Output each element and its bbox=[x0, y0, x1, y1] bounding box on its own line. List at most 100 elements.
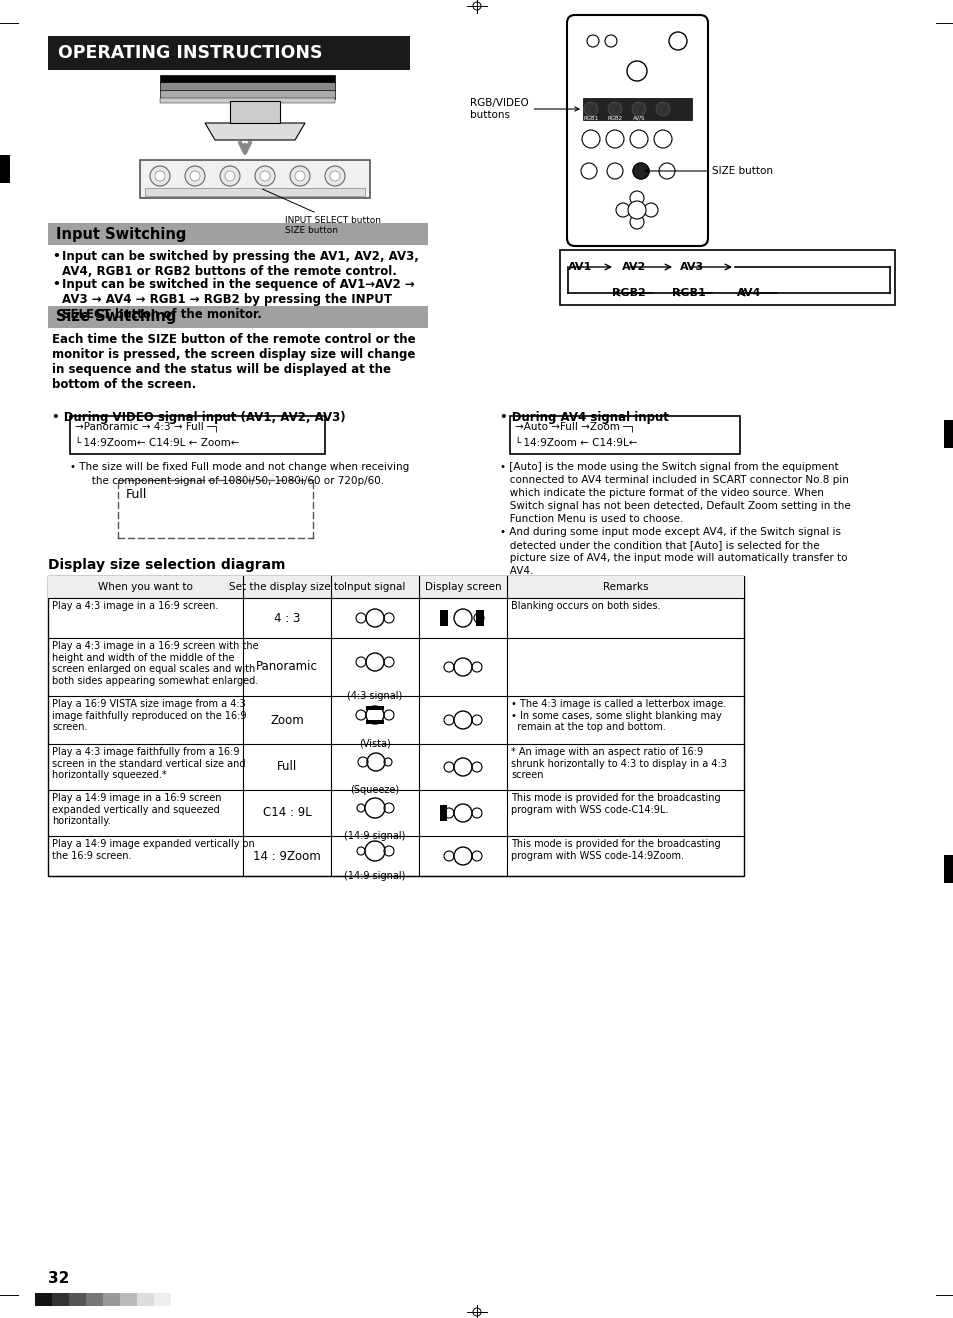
Bar bbox=[52, 1293, 69, 1306]
Text: Zoom: Zoom bbox=[270, 713, 304, 726]
Circle shape bbox=[616, 203, 629, 217]
Text: This mode is provided for the broadcasting
program with WSS code-14:9Zoom.: This mode is provided for the broadcasti… bbox=[511, 840, 720, 861]
Bar bbox=[48, 576, 743, 598]
Text: AV4: AV4 bbox=[737, 289, 760, 298]
Text: Input can be switched in the sequence of AV1→AV2 →
AV3 → AV4 → RGB1 → RGB2 by pr: Input can be switched in the sequence of… bbox=[62, 278, 415, 322]
Text: (14:9 signal): (14:9 signal) bbox=[344, 832, 405, 841]
Circle shape bbox=[604, 36, 617, 47]
Text: AV4.: AV4. bbox=[499, 565, 533, 576]
Text: OPERATING INSTRUCTIONS: OPERATING INSTRUCTIONS bbox=[58, 43, 322, 62]
Text: the component signal of 1080i/50, 1080i/60 or 720p/60.: the component signal of 1080i/50, 1080i/… bbox=[82, 476, 384, 486]
Text: Blanking occurs on both sides.: Blanking occurs on both sides. bbox=[511, 601, 659, 612]
Bar bbox=[160, 98, 335, 103]
Text: RGB/VIDEO
buttons: RGB/VIDEO buttons bbox=[470, 99, 578, 120]
Bar bbox=[366, 720, 384, 724]
Text: * An image with an aspect ratio of 16:9
shrunk horizontally to 4:3 to display in: * An image with an aspect ratio of 16:9 … bbox=[511, 747, 726, 780]
Text: •: • bbox=[52, 250, 60, 264]
Circle shape bbox=[260, 171, 270, 181]
Circle shape bbox=[254, 166, 274, 186]
Text: Set the display size to: Set the display size to bbox=[229, 583, 344, 592]
Circle shape bbox=[150, 166, 170, 186]
Bar bbox=[103, 1293, 120, 1306]
Text: SIZE button: SIZE button bbox=[285, 225, 337, 235]
Text: AV2: AV2 bbox=[621, 262, 645, 272]
Bar bbox=[35, 1293, 52, 1306]
Circle shape bbox=[290, 166, 310, 186]
Text: Full: Full bbox=[126, 488, 147, 501]
Text: RGB1: RGB1 bbox=[583, 116, 598, 121]
Text: AV/S: AV/S bbox=[632, 116, 644, 121]
Bar bbox=[160, 75, 335, 83]
Text: └ 14:9Zoom ← C14:9L←: └ 14:9Zoom ← C14:9L← bbox=[515, 438, 637, 448]
Bar bbox=[137, 1293, 153, 1306]
Bar bbox=[0, 156, 10, 183]
Circle shape bbox=[330, 171, 339, 181]
Text: →Panoramic → 4:3 → Full ─┐: →Panoramic → 4:3 → Full ─┐ bbox=[75, 422, 219, 432]
Circle shape bbox=[583, 101, 598, 116]
Bar bbox=[559, 250, 894, 304]
FancyBboxPatch shape bbox=[566, 14, 707, 246]
Bar bbox=[69, 1293, 86, 1306]
Bar bbox=[140, 159, 370, 198]
Circle shape bbox=[627, 202, 645, 219]
Circle shape bbox=[643, 203, 658, 217]
Text: C14 : 9L: C14 : 9L bbox=[262, 807, 311, 820]
Circle shape bbox=[220, 166, 240, 186]
Text: 32: 32 bbox=[48, 1271, 70, 1286]
Circle shape bbox=[605, 130, 623, 148]
Text: •: • bbox=[52, 278, 60, 291]
Bar bbox=[48, 36, 410, 70]
Text: • [Auto] is the mode using the Switch signal from the equipment: • [Auto] is the mode using the Switch si… bbox=[499, 463, 838, 472]
Text: Full: Full bbox=[276, 760, 296, 774]
Bar bbox=[160, 90, 335, 99]
Text: RGB2: RGB2 bbox=[612, 289, 645, 298]
Bar bbox=[48, 576, 743, 876]
Circle shape bbox=[668, 32, 686, 50]
Text: Input signal: Input signal bbox=[344, 583, 405, 592]
Circle shape bbox=[606, 163, 622, 179]
Circle shape bbox=[656, 101, 669, 116]
Bar bbox=[476, 610, 483, 626]
Circle shape bbox=[659, 163, 675, 179]
Text: Size Switching: Size Switching bbox=[56, 310, 176, 324]
Text: →Auto →Full →Zoom ─┐: →Auto →Full →Zoom ─┐ bbox=[515, 422, 635, 432]
Text: Function Menu is used to choose.: Function Menu is used to choose. bbox=[499, 514, 682, 525]
Bar bbox=[439, 805, 447, 821]
Bar bbox=[70, 416, 325, 453]
Text: 14 : 9Zoom: 14 : 9Zoom bbox=[253, 850, 320, 862]
Circle shape bbox=[580, 163, 597, 179]
Text: Play a 16:9 VISTA size image from a 4:3
image faithfully reproduced on the 16:9
: Play a 16:9 VISTA size image from a 4:3 … bbox=[52, 699, 246, 733]
Text: When you want to: When you want to bbox=[98, 583, 193, 592]
Bar bbox=[86, 1293, 103, 1306]
Circle shape bbox=[581, 130, 599, 148]
Bar bbox=[48, 223, 428, 245]
Text: which indicate the picture format of the video source. When: which indicate the picture format of the… bbox=[499, 488, 823, 498]
Circle shape bbox=[633, 163, 648, 179]
Text: Display size selection diagram: Display size selection diagram bbox=[48, 558, 285, 572]
Text: (Vista): (Vista) bbox=[358, 739, 391, 749]
Text: Play a 4:3 image in a 16:9 screen.: Play a 4:3 image in a 16:9 screen. bbox=[52, 601, 218, 612]
Text: Play a 14:9 image expanded vertically on
the 16:9 screen.: Play a 14:9 image expanded vertically on… bbox=[52, 840, 254, 861]
Text: Each time the SIZE button of the remote control or the
monitor is pressed, the s: Each time the SIZE button of the remote … bbox=[52, 333, 416, 391]
Text: detected under the condition that [Auto] is selected for the: detected under the condition that [Auto]… bbox=[499, 540, 819, 550]
Text: AV3: AV3 bbox=[679, 262, 703, 272]
Text: (Squeeze): (Squeeze) bbox=[350, 786, 399, 795]
Text: Switch signal has not been detected, Default Zoom setting in the: Switch signal has not been detected, Def… bbox=[499, 501, 850, 511]
Text: Remarks: Remarks bbox=[602, 583, 648, 592]
Text: Panoramic: Panoramic bbox=[255, 660, 317, 673]
Circle shape bbox=[586, 36, 598, 47]
Text: • And during some input mode except AV4, if the Switch signal is: • And during some input mode except AV4,… bbox=[499, 527, 841, 536]
Text: RGB1: RGB1 bbox=[671, 289, 705, 298]
Circle shape bbox=[185, 166, 205, 186]
Text: Input Switching: Input Switching bbox=[56, 227, 186, 241]
Text: • During AV4 signal input: • During AV4 signal input bbox=[499, 411, 668, 424]
Bar bbox=[943, 855, 953, 883]
Text: Play a 4:3 image in a 16:9 screen with the
height and width of the middle of the: Play a 4:3 image in a 16:9 screen with t… bbox=[52, 641, 258, 685]
Text: RGB2: RGB2 bbox=[607, 116, 622, 121]
Circle shape bbox=[294, 171, 305, 181]
Bar bbox=[366, 706, 384, 710]
Bar bbox=[48, 306, 428, 328]
Text: connected to AV4 terminal included in SCART connector No.8 pin: connected to AV4 terminal included in SC… bbox=[499, 474, 848, 485]
Circle shape bbox=[154, 171, 165, 181]
Circle shape bbox=[633, 163, 648, 179]
